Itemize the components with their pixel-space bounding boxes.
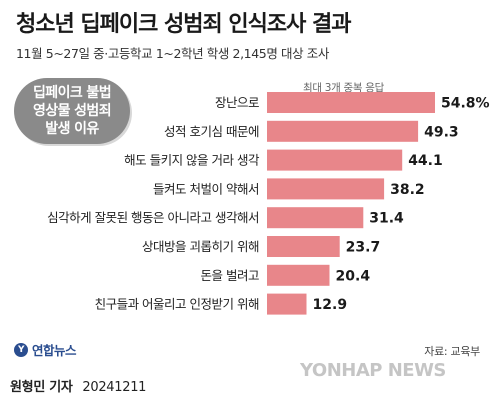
- category-label-7: 친구들과 어울리고 인정받기 위해: [95, 297, 259, 312]
- badge-line-2: 영상물 성범죄: [33, 103, 112, 119]
- chart-subtitle: 11월 5~27일 중·고등학교 1~2학년 학생 2,145명 대상 조사: [16, 46, 329, 61]
- value-label-5: 23.7: [346, 240, 381, 256]
- bar-3: [267, 178, 385, 200]
- category-label-4: 심각하게 잘못된 행동은 아니라고 생각해서: [47, 210, 259, 225]
- chart-title: 청소년 딥페이크 성범죄 인식조사 결과: [16, 12, 351, 37]
- bar-1: [267, 120, 419, 142]
- bar-0: [267, 92, 435, 113]
- watermark: YONHAP NEWS: [300, 360, 446, 381]
- source-note: 자료: 교육부: [424, 345, 480, 358]
- reporter-name: 원형민 기자: [10, 380, 73, 395]
- value-label-4: 31.4: [369, 211, 404, 227]
- badge-line-3: 발생 이유: [45, 121, 99, 137]
- publish-date: 20241211: [82, 380, 147, 395]
- category-label-5: 상대방을 괴롭히기 위해: [142, 239, 259, 254]
- value-label-1: 49.3: [424, 124, 459, 140]
- footer: 원형민 기자 20241211: [10, 376, 146, 395]
- bar-6: [267, 264, 330, 286]
- logo-text: 연합뉴스: [32, 343, 77, 358]
- category-label-1: 성적 호기심 때문에: [164, 124, 259, 139]
- response-note: 최대 3개 중복 응답: [303, 82, 385, 94]
- value-label-2: 44.1: [408, 153, 443, 169]
- bar-5: [267, 236, 340, 257]
- category-label-2: 해도 들키지 않을 거라 생각: [124, 153, 260, 168]
- value-label-0: 54.8%: [441, 96, 490, 112]
- topic-badge: 딥페이크 불법 영상물 성범죄 발생 이유: [14, 78, 130, 144]
- bar-2: [267, 149, 403, 171]
- category-label-6: 돈을 벌려고: [201, 268, 259, 283]
- badge-line-1: 딥페이크 불법: [33, 85, 112, 101]
- category-label-3: 들켜도 처벌이 약해서: [153, 181, 259, 196]
- logo-mark-icon: Y: [14, 342, 28, 357]
- yonhap-logo: Y 연합뉴스: [14, 340, 77, 359]
- bar-7: [267, 293, 307, 315]
- value-label-7: 12.9: [313, 297, 348, 313]
- value-label-6: 20.4: [336, 268, 371, 284]
- category-label-0: 장난으로: [215, 95, 259, 110]
- bar-4: [267, 207, 364, 229]
- value-label-3: 38.2: [390, 182, 425, 198]
